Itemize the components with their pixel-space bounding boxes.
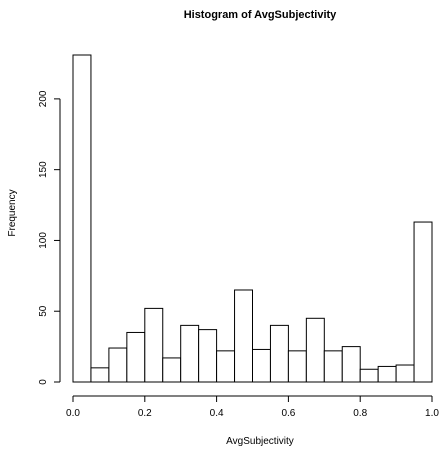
histogram-bar [341, 346, 361, 383]
histogram-bar [216, 350, 236, 383]
x-axis: 0.0 0.2 0.4 0.6 0.8 1.0 [66, 395, 439, 419]
histogram-bar [395, 364, 415, 383]
y-tick-label: 200 [38, 90, 49, 107]
y-axis-label: Frequency [7, 189, 18, 236]
x-tick-label: 0.4 [210, 408, 224, 419]
x-tick-label: 0.2 [138, 408, 152, 419]
histogram-bar [323, 350, 343, 383]
x-tick-label: 0.6 [281, 408, 295, 419]
chart-title: Histogram of AvgSubjectivity [184, 9, 337, 21]
y-tick-label: 50 [38, 305, 49, 317]
histogram-bar [72, 54, 92, 383]
histogram-bar [90, 367, 110, 383]
histogram-bar [252, 348, 271, 383]
x-tick-label: 1.0 [425, 408, 439, 419]
x-axis-label: AvgSubjectivity [226, 436, 294, 447]
histogram-bar [305, 317, 325, 383]
histogram-bar [144, 307, 164, 383]
histogram-bar [180, 324, 200, 383]
histogram-bar [377, 365, 397, 383]
y-tick-label: 0 [38, 379, 49, 385]
histogram-bar [359, 368, 379, 383]
y-axis: 0 50 100 150 200 [38, 90, 61, 385]
histogram-bar [126, 331, 146, 383]
bars-group [72, 54, 433, 383]
histogram-bar [413, 221, 433, 383]
y-tick-label: 150 [38, 161, 49, 178]
histogram-bar [198, 329, 218, 383]
y-tick-label: 100 [38, 232, 49, 249]
histogram-bar [108, 347, 128, 383]
histogram-bar [269, 324, 289, 383]
histogram-bar [234, 289, 254, 383]
histogram-bar [162, 357, 182, 383]
x-tick-label: 0.8 [353, 408, 367, 419]
histogram-bar [287, 350, 307, 383]
x-tick-label: 0.0 [66, 408, 80, 419]
